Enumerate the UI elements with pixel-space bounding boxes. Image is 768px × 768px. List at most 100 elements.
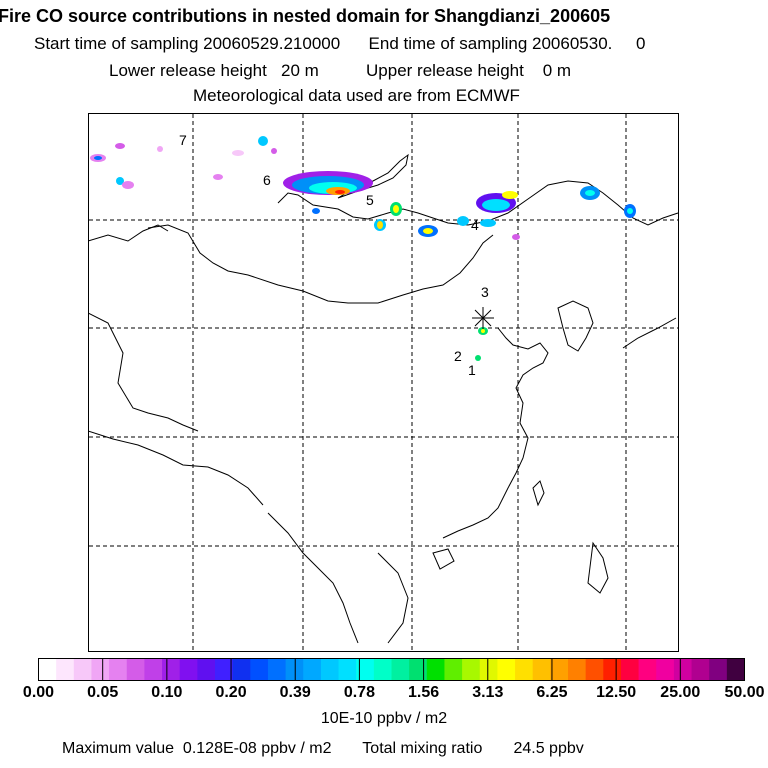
plume-east-12 [627,208,633,214]
kazakh-border [88,224,169,242]
star-stroke-4 [474,309,492,327]
legend-cell [709,658,728,681]
plume-west-7 [232,150,244,156]
legend-cell [338,658,357,681]
legend-cell [409,658,428,681]
legend-cell [162,658,181,681]
legend-cell [656,658,675,681]
map-frame [88,113,679,652]
sampling-time-line: Start time of sampling 20060529.210000 E… [34,34,646,53]
legend-tick-label: 0.20 [215,684,247,701]
map-panel: 1 2 3 4 5 6 7 [88,113,679,652]
legend-cell [568,658,587,681]
legend-cell [73,658,92,681]
plume-west-8 [258,136,268,146]
legend-cell [620,658,640,681]
legend-cells [38,658,745,681]
plume-east-3 [457,216,469,226]
legend-tick-label: 6.25 [536,684,568,701]
met-data-line: Meteorological data used are from ECMWF [193,86,520,105]
plume-east-6 [482,199,510,211]
china-west-border [88,312,199,432]
legend-tick-label: 0.78 [343,684,375,701]
legend-cell [285,658,304,681]
legend-tick-label: 25.00 [660,684,701,701]
legend-tick-label: 50.00 [724,684,765,701]
track-label-5: 5 [366,192,374,208]
legend-cell [726,658,745,681]
japan-outline [622,317,677,349]
legend-cell [320,658,340,681]
russia-border [277,180,679,226]
legend-frame [38,658,745,681]
china-coast [442,327,549,539]
legend-cell [497,658,516,681]
legend-tick-label: 1.56 [408,684,440,701]
korea-outline [557,300,594,352]
legend-cell [550,658,569,681]
legend-cell [691,658,710,681]
legend-cell [144,658,163,681]
legend-tick-label: 0.10 [151,684,183,701]
plume-central-peak [335,190,345,194]
track-label-1: 1 [468,362,476,378]
legend-cell [426,658,445,681]
legend-cell [215,658,234,681]
legend-cell [585,658,604,681]
plume-east-10 [585,190,595,196]
legend-cell [197,658,216,681]
legend-tick-label: 3.13 [472,684,504,701]
legend-cell [267,658,287,681]
plume-east-4 [480,219,496,227]
india-outline [88,430,264,506]
hainan-outline [432,548,455,570]
legend-cell [56,658,75,681]
plume-baikal-5 [312,208,320,214]
track-label-2: 2 [454,348,462,364]
plume-west-6 [157,146,163,152]
track-labels: 1 2 3 4 5 6 7 [179,132,489,378]
plume-west-2 [94,156,102,160]
legend-cell [38,658,57,681]
concentration-plumes [90,136,636,361]
plume-west-5 [115,143,125,149]
legend-cell [250,658,269,681]
track-label-4: 4 [471,217,479,233]
legend-tick-label: 0.39 [279,684,311,701]
legend-cell [515,658,534,681]
plume-west-4 [122,181,134,189]
receptor-star [472,307,494,329]
legend-cell [356,658,375,681]
plume-east-8 [512,234,520,240]
legend-cell [603,658,622,681]
philippines-outline [587,541,609,594]
plume-east-2 [423,228,433,234]
legend-cell [391,658,410,681]
plume-west-9 [271,148,277,154]
legend-cell [638,658,657,681]
track-label-7: 7 [179,132,187,148]
plume-west-10 [213,174,223,180]
legend-cell [532,658,551,681]
plume-beijing-3 [475,355,481,361]
legend-tick-label: 12.50 [596,684,637,701]
plume-east-7 [502,191,518,199]
legend-tick-label: 0.00 [22,684,55,701]
legend-cell [179,658,198,681]
plume-baikal-2 [393,205,399,213]
plume-baikal-4 [377,221,383,229]
track-label-6: 6 [263,172,271,188]
track-label-3: 3 [481,284,489,300]
plume-beijing-2 [481,329,485,333]
legend-cell [444,658,463,681]
taiwan-outline [532,480,545,507]
legend-cell [673,658,693,681]
legend-tick-marks [38,658,745,681]
color-legend [38,658,745,681]
legend-cell [373,658,392,681]
legend-cell [462,658,481,681]
legend-cell [109,658,128,681]
release-height-line: Lower release height 20 m Upper release … [109,61,572,80]
indochina-outline [267,512,409,644]
legend-cell [303,658,322,681]
